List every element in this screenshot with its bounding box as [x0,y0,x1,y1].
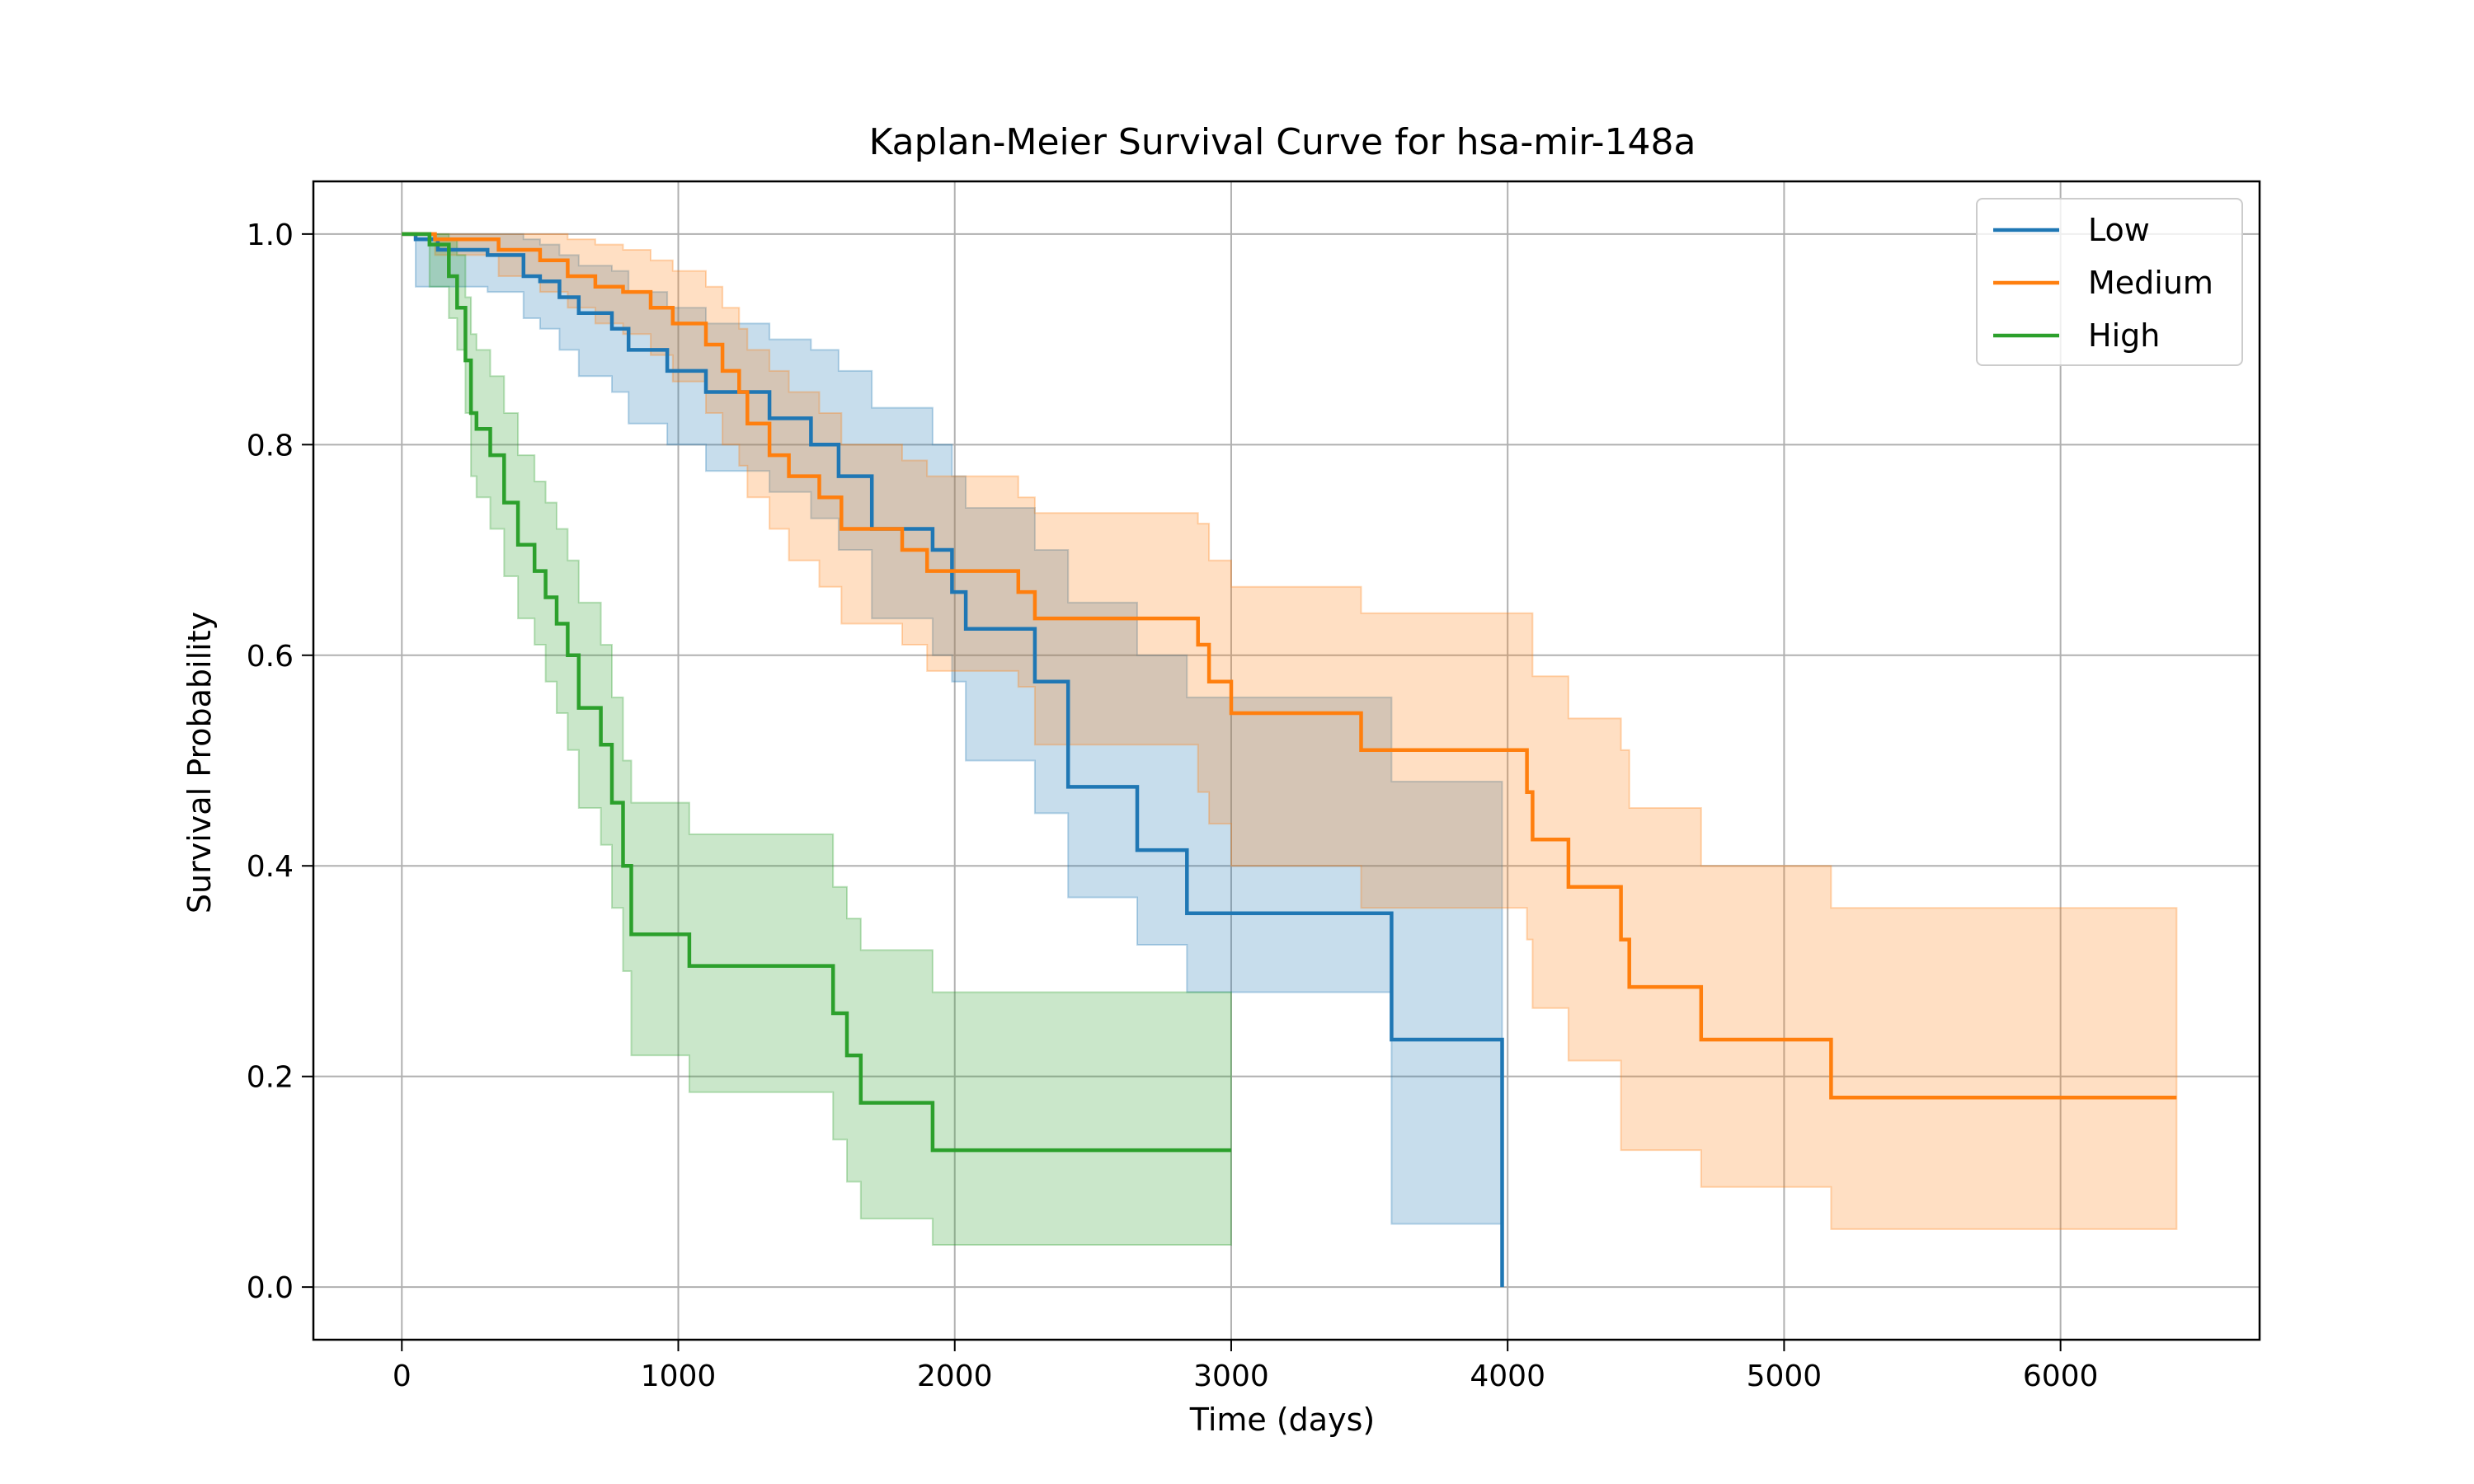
survival-line-medium [402,232,2177,1100]
legend: Low Medium High [1976,198,2243,366]
legend-label-high: High [2088,317,2160,354]
survival-lines [402,232,2177,1288]
y-tick-label: 0.0 [247,1271,294,1305]
survival-line-high [402,232,1231,1153]
y-tick-label: 0.6 [247,640,294,674]
x-tick-label: 3000 [1193,1360,1269,1393]
grid [313,181,2260,1340]
y-tick-label: 0.8 [247,429,294,463]
ci-band-medium [402,232,2178,1230]
y-tick-label: 0.2 [247,1061,294,1095]
x-axis-label: Time (days) [1189,1402,1375,1438]
legend-label-low: Low [2088,212,2150,248]
x-tick-label: 4000 [1470,1360,1545,1393]
ci-band-high [402,232,1232,1246]
x-tick-label: 0 [393,1360,412,1393]
legend-box [1976,198,2243,366]
x-axis-ticks: 0 1000 2000 3000 4000 5000 6000 [393,1340,2099,1393]
legend-label-medium: Medium [2088,265,2213,301]
y-tick-label: 1.0 [247,218,294,252]
plot-frame [312,180,2261,1341]
y-axis-ticks: 0.0 0.2 0.4 0.6 0.8 1.0 [247,218,313,1305]
y-tick-label: 0.4 [247,850,294,884]
x-tick-label: 2000 [917,1360,993,1393]
chart-title: Kaplan-Meier Survival Curve for hsa-mir-… [869,121,1696,163]
x-tick-label: 6000 [2023,1360,2099,1393]
survival-line-low [402,232,1504,1288]
y-axis-label: Survival Probability [181,612,218,913]
x-tick-label: 1000 [641,1360,717,1393]
x-tick-label: 5000 [1747,1360,1823,1393]
